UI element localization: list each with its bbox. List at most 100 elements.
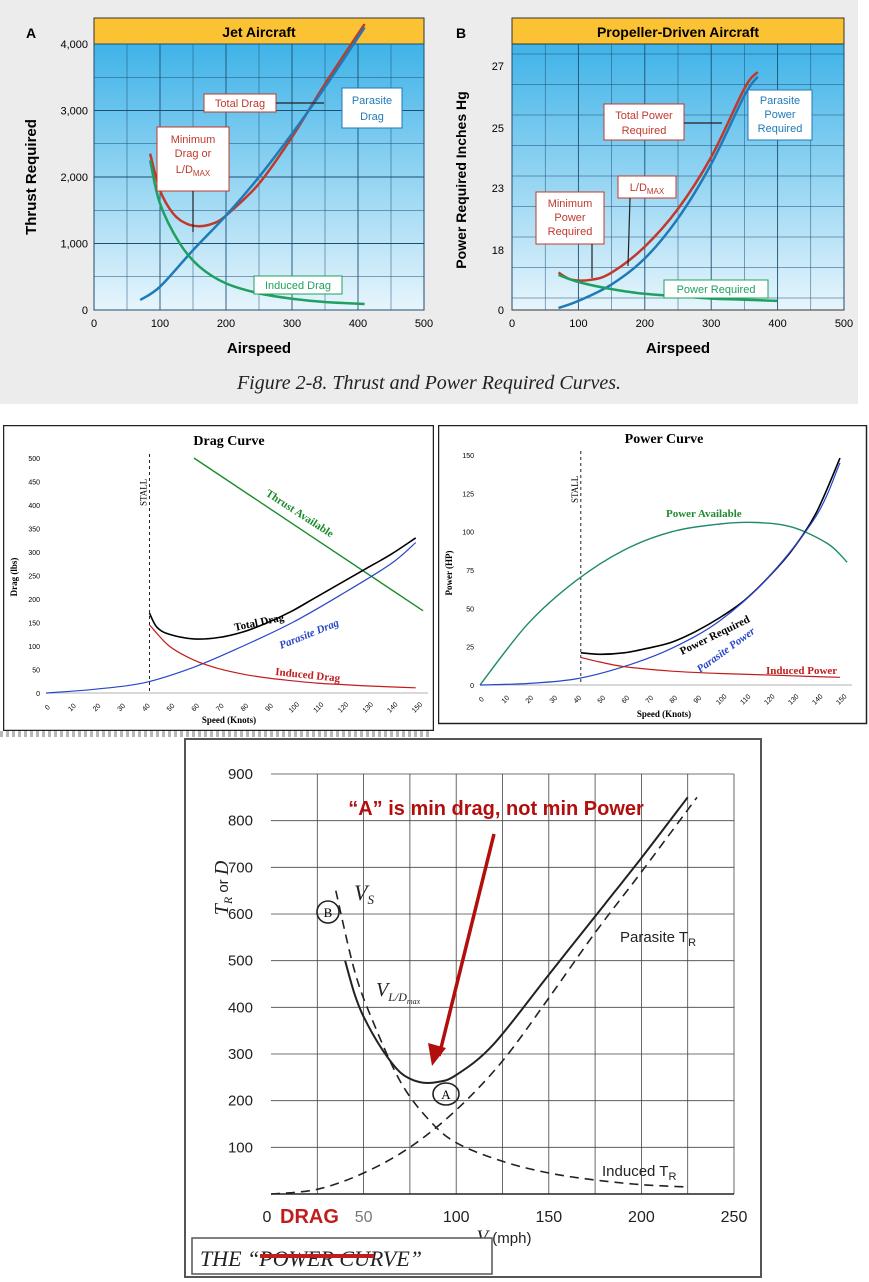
y-tick-label: 700 bbox=[228, 859, 253, 876]
x-tick-label: 0 bbox=[509, 318, 515, 330]
x-tick-label: 80 bbox=[240, 703, 251, 714]
chart-title: Propeller-Driven Aircraft bbox=[597, 24, 759, 40]
y-tick-label: 4,000 bbox=[60, 39, 88, 51]
y-axis-title: Power Required Inches Hg bbox=[453, 91, 469, 268]
y-tick-label: 400 bbox=[28, 503, 40, 510]
min-power-box bbox=[535, 191, 605, 245]
y-tick-label: 50 bbox=[32, 668, 40, 675]
y-tick-label: 1,000 bbox=[60, 239, 88, 251]
total-drag-curve bbox=[148, 537, 417, 640]
parasite-power-curve bbox=[479, 462, 841, 686]
chart-frame bbox=[438, 425, 868, 725]
stall-label: STALL bbox=[139, 479, 149, 506]
panel-letter: A bbox=[26, 25, 36, 41]
x-tick-label: 100 bbox=[443, 1209, 470, 1226]
chart-title: Drag Curve bbox=[193, 434, 264, 449]
y-tick-label: 0 bbox=[498, 305, 504, 317]
x-tick-label: 100 bbox=[151, 318, 169, 330]
y-axis-title: Thrust Required bbox=[24, 119, 40, 235]
min-power-label-2: Power bbox=[554, 212, 586, 224]
x-tick-label: 300 bbox=[283, 318, 301, 330]
power-curve-chart: Power Curve 0 10 20 30 40 50 60 70 80 90 100 110 120… bbox=[438, 425, 868, 725]
parasite-power-label-2: Power bbox=[764, 109, 796, 121]
annotation-arrowhead bbox=[428, 1043, 446, 1066]
parasite-label: Parasite TR bbox=[620, 929, 696, 949]
induced-drag-curve bbox=[335, 890, 688, 1188]
figure-caption: Figure 2-8. Thrust and Power Required Cu… bbox=[236, 372, 622, 394]
axis-labels: 0 100 200 300 400 500 0 1,000 2,000 3,000 4,000 bbox=[60, 39, 433, 330]
induced-drag-box bbox=[253, 275, 343, 295]
y-tick-label: 25 bbox=[466, 645, 474, 652]
axis-labels: 100 200 300 400 500 600 700 800 900 100 150 200 250 0… bbox=[228, 766, 747, 1226]
point-a-marker bbox=[432, 1082, 460, 1106]
total-power-label-2: Required bbox=[622, 125, 667, 137]
x-tick-label: 100 bbox=[569, 318, 587, 330]
x-tick-label: 70 bbox=[215, 703, 226, 714]
x-tick-label: 30 bbox=[117, 703, 128, 714]
total-power-curve bbox=[557, 71, 759, 282]
induced-power-curve bbox=[558, 273, 778, 303]
x-tick-label: 0 bbox=[478, 696, 486, 704]
min-drag-label-2: Drag or bbox=[175, 148, 212, 160]
scanned-chart-frame bbox=[184, 738, 762, 1278]
x-axis-title: Speed (Knots) bbox=[637, 709, 691, 719]
x-tick-label: 0 bbox=[44, 704, 52, 712]
x-tick-label: 80 bbox=[669, 695, 680, 706]
scanned-drag-curve-chart: 100 200 300 400 500 600 700 800 900 100 150 200 250 0… bbox=[191, 766, 747, 1275]
x-tick-label: 10 bbox=[67, 703, 78, 714]
parasite-drag-label-2: Drag bbox=[360, 111, 384, 123]
induced-drag-curve bbox=[148, 160, 365, 306]
title-bar bbox=[511, 17, 845, 45]
y-tick-label: 2,000 bbox=[60, 172, 88, 184]
ld-max-pointer bbox=[627, 197, 631, 267]
x-tick-label: 40 bbox=[141, 703, 152, 714]
y-tick-label: 300 bbox=[228, 1046, 253, 1063]
panel-letter: B bbox=[456, 25, 466, 41]
induced-power-label: Induced Power bbox=[766, 665, 837, 677]
parasite-power-box bbox=[747, 89, 813, 141]
y-tick-label: 200 bbox=[228, 1093, 253, 1110]
total-drag-curve bbox=[344, 796, 689, 1085]
power-available-curve bbox=[479, 521, 848, 686]
x-tick-label: 90 bbox=[265, 703, 276, 714]
x-tick-label: 50 bbox=[597, 695, 608, 706]
min-drag-label: Minimum bbox=[171, 134, 216, 146]
ld-max-box bbox=[617, 175, 677, 199]
x-tick-label: 250 bbox=[721, 1209, 748, 1226]
parasite-drag-box bbox=[341, 87, 403, 129]
y-tick-label: 400 bbox=[228, 999, 253, 1016]
y-tick-label: 500 bbox=[28, 456, 40, 463]
x-tick-label: 400 bbox=[349, 318, 367, 330]
grid bbox=[271, 773, 735, 1195]
x-tick-label: 70 bbox=[645, 695, 656, 706]
x-axis-title: Speed (Knots) bbox=[202, 715, 256, 725]
y-axis-title: Power (HP) bbox=[444, 550, 454, 595]
vs-label: VS bbox=[354, 880, 374, 907]
x-tick-label: 200 bbox=[636, 318, 654, 330]
x-tick-label: 500 bbox=[415, 318, 433, 330]
y-tick-label: 18 bbox=[492, 245, 504, 257]
y-tick-label: 100 bbox=[28, 644, 40, 651]
x-axis-title: Airspeed bbox=[227, 340, 291, 357]
axis-labels: 0 10 20 30 40 50 60 70 80 90 100 110 120 130 140 150050… bbox=[28, 456, 428, 715]
point-b-label: B bbox=[324, 905, 333, 920]
y-tick-label: 0 bbox=[470, 683, 474, 690]
y-tick-label: 125 bbox=[462, 491, 474, 498]
y-tick-label: 500 bbox=[228, 953, 253, 970]
propeller-aircraft-chart: Propeller-Driven Aircraft B 0 100 200 300 40… bbox=[453, 17, 853, 357]
power-available-label: Power Available bbox=[666, 508, 742, 520]
y-tick-label: 100 bbox=[462, 530, 474, 537]
y-tick-label: 3,000 bbox=[60, 106, 88, 118]
min-power-label: Minimum bbox=[548, 198, 593, 210]
y-tick-label: 27 bbox=[492, 61, 504, 73]
x-tick-label: 60 bbox=[621, 695, 632, 706]
drag-curve-chart: Drag Curve 0 10 20 30 40 50 60 70 80 90 100 110 120 1… bbox=[3, 425, 434, 731]
total-power-box bbox=[603, 103, 685, 141]
parasite-power-label-3: Required bbox=[758, 123, 803, 135]
parasite-drag-label: Parasite bbox=[352, 95, 392, 107]
x-tick-label: 300 bbox=[702, 318, 720, 330]
vld-label: VL/Dmax bbox=[376, 979, 421, 1006]
min-power-label-3: Required bbox=[548, 226, 593, 238]
y-tick-label: 250 bbox=[28, 574, 40, 581]
y-tick-label: 23 bbox=[492, 183, 504, 195]
